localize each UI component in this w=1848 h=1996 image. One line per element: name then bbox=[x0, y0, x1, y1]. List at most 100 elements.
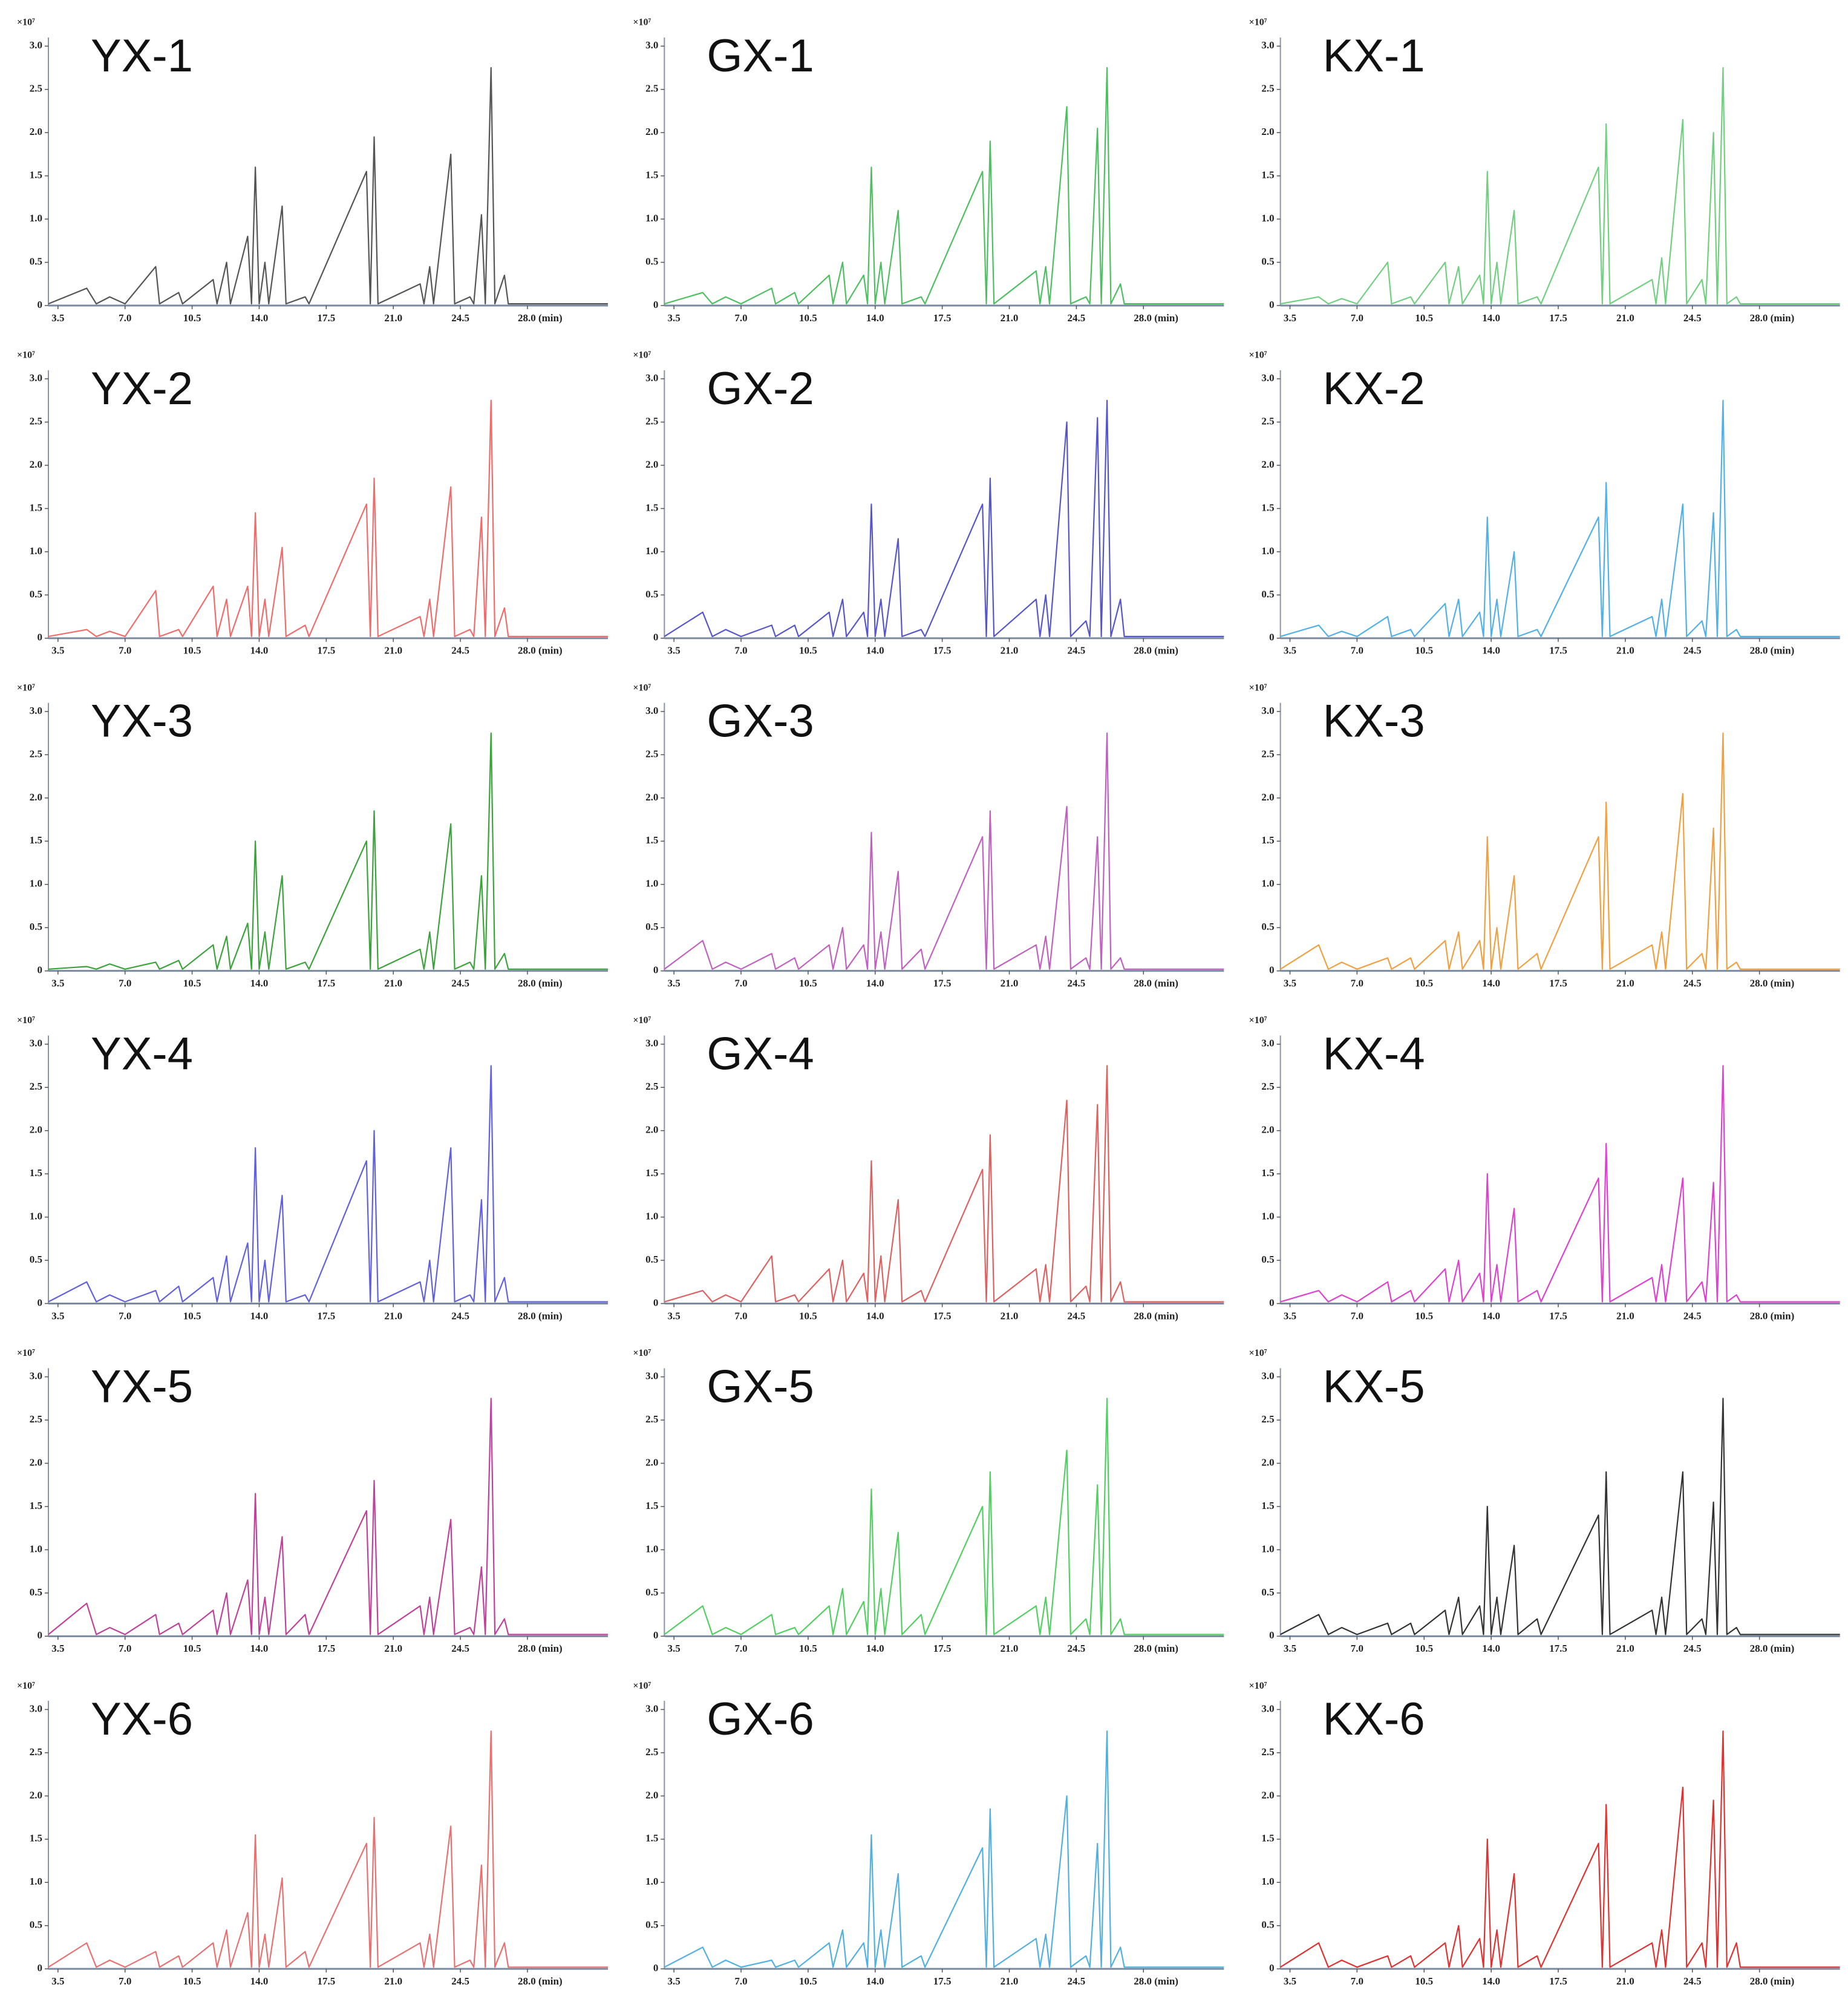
y-tick-label: 3.0 bbox=[30, 372, 42, 384]
x-tick-label: 7.0 bbox=[1351, 1643, 1363, 1654]
y-tick-label: 2.5 bbox=[645, 1746, 658, 1758]
y-tick-label: 1.5 bbox=[1261, 834, 1274, 846]
x-tick-label: 14.0 bbox=[250, 312, 269, 324]
y-tick-label: 1.0 bbox=[645, 1876, 658, 1887]
chromatogram-line bbox=[664, 732, 1224, 970]
y-tick-label: 1.5 bbox=[30, 1167, 42, 1179]
y-tick-label: 1.5 bbox=[30, 169, 42, 181]
x-tick-label: 21.0 bbox=[1001, 312, 1019, 324]
x-tick-label: 28.0 (min) bbox=[1750, 1310, 1795, 1321]
chart-panel: ×10⁷ 0 0.5 1.0 1.5 2.0 2.5 3.0 3.5 7.0 10.5 14.0 17.… bbox=[633, 18, 1224, 324]
panel-title: YX-2 bbox=[91, 363, 193, 414]
y-tick-label: 3.0 bbox=[30, 1370, 42, 1382]
y-tick-label: 3.0 bbox=[1261, 1703, 1274, 1714]
x-tick-label: 24.5 bbox=[451, 645, 469, 656]
chromatogram-line bbox=[664, 1065, 1224, 1303]
panel-title: YX-5 bbox=[91, 1361, 193, 1412]
y-tick-label: 2.0 bbox=[645, 1124, 658, 1136]
y-tick-label: 2.5 bbox=[30, 415, 42, 427]
y-tick-label: 3.0 bbox=[645, 1038, 658, 1049]
panel-title: KX-2 bbox=[1323, 363, 1425, 414]
x-tick-label: 17.5 bbox=[933, 645, 952, 656]
y-tick-label: 0.5 bbox=[30, 1919, 42, 1931]
y-tick-label: 0.5 bbox=[1261, 588, 1274, 600]
x-tick-label: 3.5 bbox=[1284, 645, 1296, 656]
y-tick-label: 0.5 bbox=[645, 588, 658, 600]
x-tick-label: 14.0 bbox=[1482, 312, 1500, 324]
x-tick-label: 7.0 bbox=[119, 645, 131, 656]
chart-panel: ×10⁷ 0 0.5 1.0 1.5 2.0 2.5 3.0 3.5 7.0 10.5 14.0 17.… bbox=[1249, 1348, 1840, 1654]
chart-panel: ×10⁷ 0 0.5 1.0 1.5 2.0 2.5 3.0 3.5 7.0 10.5 14.0 17.… bbox=[1249, 18, 1840, 324]
y-tick-label: 1.0 bbox=[30, 878, 42, 889]
y-tick-label: 3.0 bbox=[645, 1703, 658, 1714]
x-tick-label: 10.5 bbox=[183, 312, 201, 324]
x-tick-label: 21.0 bbox=[1001, 645, 1019, 656]
x-tick-label: 28.0 (min) bbox=[1134, 312, 1178, 324]
y-tick-label: 0 bbox=[38, 1297, 43, 1308]
y-multiplier: ×10⁷ bbox=[17, 350, 35, 361]
y-tick-label: 1.0 bbox=[1261, 878, 1274, 889]
x-tick-label: 3.5 bbox=[668, 1643, 681, 1654]
x-tick-label: 17.5 bbox=[933, 1310, 952, 1321]
y-tick-label: 2.5 bbox=[1261, 1746, 1274, 1758]
y-tick-label: 1.0 bbox=[645, 545, 658, 557]
x-tick-label: 10.5 bbox=[1415, 1643, 1433, 1654]
x-tick-label: 17.5 bbox=[317, 1310, 335, 1321]
x-tick-label: 14.0 bbox=[250, 978, 269, 989]
x-tick-label: 24.5 bbox=[1683, 1975, 1702, 1987]
y-tick-label: 2.0 bbox=[30, 459, 42, 470]
y-tick-label: 3.0 bbox=[30, 705, 42, 716]
y-tick-label: 3.0 bbox=[30, 39, 42, 51]
chart-panel: ×10⁷ 0 0.5 1.0 1.5 2.0 2.5 3.0 3.5 7.0 10.5 14.0 17.… bbox=[1249, 682, 1840, 989]
x-tick-label: 17.5 bbox=[1549, 312, 1567, 324]
y-tick-label: 0 bbox=[1269, 1297, 1275, 1308]
chromatogram-line bbox=[1280, 1398, 1840, 1635]
y-tick-label: 2.0 bbox=[1261, 459, 1274, 470]
x-tick-label: 14.0 bbox=[866, 1310, 884, 1321]
panel-title: GX-6 bbox=[707, 1693, 814, 1745]
x-tick-label: 3.5 bbox=[51, 978, 64, 989]
y-tick-label: 0 bbox=[1269, 632, 1275, 643]
chromatogram-line bbox=[48, 1398, 608, 1635]
chart-panel: ×10⁷ 0 0.5 1.0 1.5 2.0 2.5 3.0 3.5 7.0 10.5 14.0 17.… bbox=[17, 350, 608, 656]
y-tick-label: 1.0 bbox=[645, 1211, 658, 1222]
x-tick-label: 17.5 bbox=[1549, 978, 1567, 989]
y-tick-label: 2.0 bbox=[30, 1789, 42, 1801]
x-tick-label: 24.5 bbox=[1683, 1643, 1702, 1654]
x-tick-label: 24.5 bbox=[1068, 645, 1086, 656]
x-tick-label: 17.5 bbox=[317, 1975, 335, 1987]
x-tick-label: 7.0 bbox=[119, 1975, 131, 1987]
y-tick-label: 1.5 bbox=[645, 1500, 658, 1511]
y-tick-label: 1.5 bbox=[645, 169, 658, 181]
x-tick-label: 3.5 bbox=[51, 1310, 64, 1321]
x-tick-label: 7.0 bbox=[1351, 1975, 1363, 1987]
y-tick-label: 0 bbox=[653, 1629, 659, 1641]
y-multiplier: ×10⁷ bbox=[633, 1348, 651, 1358]
panel-title: KX-4 bbox=[1323, 1029, 1425, 1080]
x-tick-label: 24.5 bbox=[451, 978, 469, 989]
chromatogram-line bbox=[664, 1398, 1224, 1635]
y-tick-label: 1.5 bbox=[30, 1500, 42, 1511]
x-tick-label: 24.5 bbox=[1068, 978, 1086, 989]
x-tick-label: 24.5 bbox=[1068, 1643, 1086, 1654]
x-tick-label: 14.0 bbox=[250, 1310, 269, 1321]
x-tick-label: 3.5 bbox=[1284, 1310, 1296, 1321]
x-tick-label: 10.5 bbox=[799, 645, 817, 656]
chart-panel: ×10⁷ 0 0.5 1.0 1.5 2.0 2.5 3.0 3.5 7.0 10.5 14.0 17.… bbox=[17, 1015, 608, 1321]
y-tick-label: 3.0 bbox=[645, 372, 658, 384]
y-tick-label: 1.0 bbox=[30, 212, 42, 224]
chart-panel: ×10⁷ 0 0.5 1.0 1.5 2.0 2.5 3.0 3.5 7.0 10.5 14.0 17.… bbox=[17, 1348, 608, 1654]
y-tick-label: 0 bbox=[38, 1629, 43, 1641]
y-tick-label: 3.0 bbox=[30, 1038, 42, 1049]
y-tick-label: 0 bbox=[1269, 1629, 1275, 1641]
y-tick-label: 2.0 bbox=[30, 791, 42, 803]
y-tick-label: 1.0 bbox=[1261, 545, 1274, 557]
x-tick-label: 7.0 bbox=[119, 1643, 131, 1654]
x-tick-label: 24.5 bbox=[1683, 978, 1702, 989]
y-tick-label: 2.0 bbox=[1261, 1124, 1274, 1136]
y-tick-label: 2.5 bbox=[645, 1413, 658, 1425]
y-multiplier: ×10⁷ bbox=[1249, 1681, 1267, 1691]
y-tick-label: 1.5 bbox=[645, 1167, 658, 1179]
